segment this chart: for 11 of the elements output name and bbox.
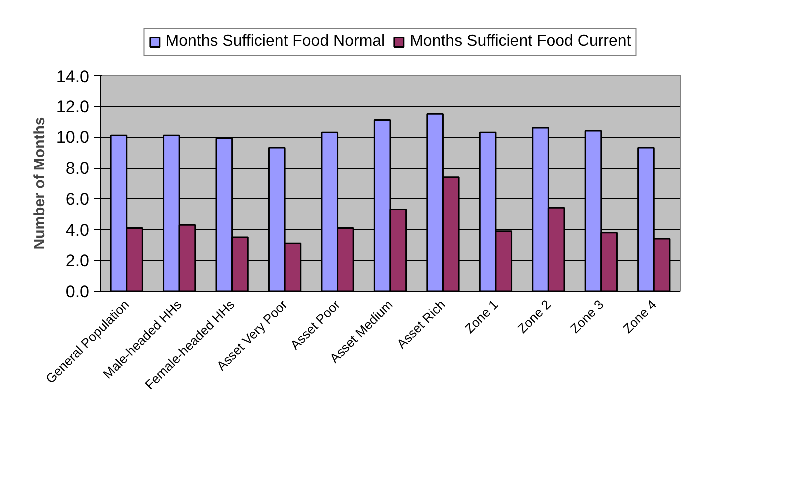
y-tick-label: 8.0 (66, 159, 90, 178)
y-tick-label: 6.0 (66, 190, 90, 209)
y-tick-label: 4.0 (66, 220, 90, 240)
y-tick-label: 0.0 (66, 282, 90, 302)
legend-label: Months Sufficient Food Normal (166, 33, 386, 51)
legend-label: Months Sufficient Food Current (410, 33, 632, 51)
y-tick-label: 2.0 (66, 252, 90, 271)
y-tick-label: 14.0 (56, 68, 90, 86)
y-tick-label: 12.0 (56, 97, 90, 116)
y-tick-label: 10.0 (56, 128, 90, 148)
y-axis-title: Number of Months (31, 117, 48, 250)
